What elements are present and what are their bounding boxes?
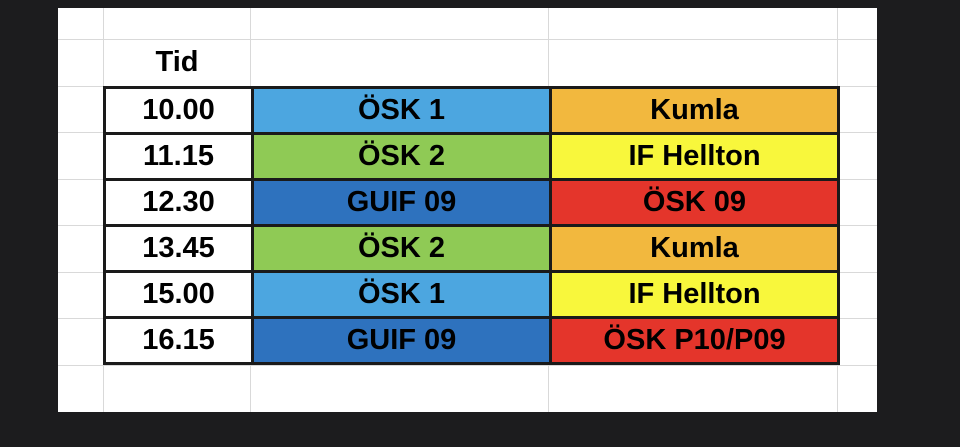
schedule-row: 12.30 GUIF 09 ÖSK 09 xyxy=(103,178,840,227)
gridline xyxy=(58,39,877,40)
time-column-header: Tid xyxy=(155,46,199,78)
away-team-cell[interactable]: IF Hellton xyxy=(549,132,840,181)
away-team-cell[interactable]: IF Hellton xyxy=(549,270,840,319)
home-team-cell[interactable]: ÖSK 2 xyxy=(251,224,552,273)
home-team-cell[interactable]: ÖSK 1 xyxy=(251,270,552,319)
gridline xyxy=(58,365,877,366)
time-cell[interactable]: 16.15 xyxy=(103,316,254,365)
home-team-cell[interactable]: ÖSK 1 xyxy=(251,86,552,135)
schedule-row: 11.15 ÖSK 2 IF Hellton xyxy=(103,132,840,181)
time-cell[interactable]: 11.15 xyxy=(103,132,254,181)
home-team-cell[interactable]: GUIF 09 xyxy=(251,178,552,227)
schedule-row: 13.45 ÖSK 2 Kumla xyxy=(103,224,840,273)
away-team-cell[interactable]: Kumla xyxy=(549,86,840,135)
time-cell[interactable]: 10.00 xyxy=(103,86,254,135)
away-team-cell[interactable]: Kumla xyxy=(549,224,840,273)
schedule-row: 10.00 ÖSK 1 Kumla xyxy=(103,86,840,135)
home-team-cell[interactable]: GUIF 09 xyxy=(251,316,552,365)
schedule-table: 10.00 ÖSK 1 Kumla 11.15 ÖSK 2 IF Hellton… xyxy=(103,86,840,365)
time-cell[interactable]: 15.00 xyxy=(103,270,254,319)
time-cell[interactable]: 13.45 xyxy=(103,224,254,273)
gridline xyxy=(58,86,877,87)
spreadsheet: Tid 10.00 ÖSK 1 Kumla 11.15 ÖSK 2 IF Hel… xyxy=(58,8,877,412)
gridline xyxy=(103,8,104,412)
away-team-cell[interactable]: ÖSK P10/P09 xyxy=(549,316,840,365)
time-cell[interactable]: 12.30 xyxy=(103,178,254,227)
schedule-row: 15.00 ÖSK 1 IF Hellton xyxy=(103,270,840,319)
home-team-cell[interactable]: ÖSK 2 xyxy=(251,132,552,181)
schedule-row: 16.15 GUIF 09 ÖSK P10/P09 xyxy=(103,316,840,365)
away-team-cell[interactable]: ÖSK 09 xyxy=(549,178,840,227)
schedule-body: 10.00 ÖSK 1 Kumla 11.15 ÖSK 2 IF Hellton… xyxy=(103,86,840,365)
